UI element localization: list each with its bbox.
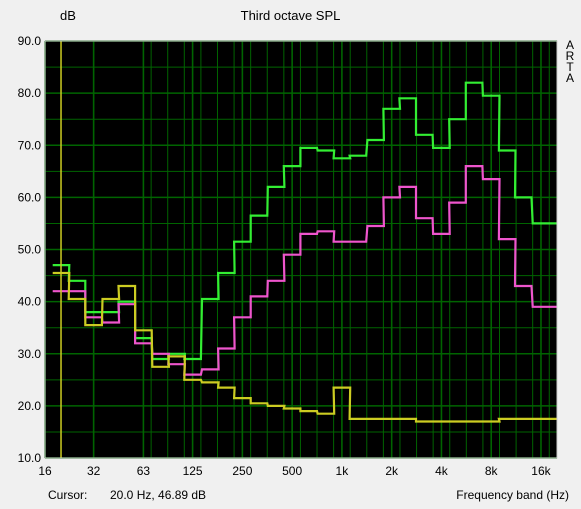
x-tick-label: 4k bbox=[435, 464, 449, 478]
y-tick-label: 50.0 bbox=[18, 243, 42, 257]
x-tick-label: 2k bbox=[385, 464, 399, 478]
x-tick-label: 16k bbox=[531, 464, 551, 478]
brand-letter: T bbox=[566, 60, 574, 74]
x-tick-label: 500 bbox=[282, 464, 302, 478]
series-line bbox=[52, 271, 557, 423]
y-tick-label: 30.0 bbox=[18, 347, 42, 361]
brand-label: A R T A bbox=[564, 38, 576, 85]
x-tick-label: 125 bbox=[183, 464, 203, 478]
cursor-label: Cursor: bbox=[48, 488, 88, 502]
brand-letter: R bbox=[565, 49, 575, 63]
x-tick-label: 8k bbox=[485, 464, 499, 478]
y-tick-label: 60.0 bbox=[18, 190, 42, 204]
y-tick-label: 80.0 bbox=[18, 86, 42, 100]
x-tick-label: 32 bbox=[87, 464, 101, 478]
x-tick-label: 1k bbox=[336, 464, 350, 478]
series-line bbox=[52, 165, 557, 376]
x-tick-label: 16 bbox=[38, 464, 52, 478]
x-tick-label: 63 bbox=[137, 464, 151, 478]
plot-border bbox=[44, 40, 558, 459]
y-tick-label: 40.0 bbox=[18, 295, 42, 309]
series-line bbox=[52, 81, 557, 361]
x-tick-label: 250 bbox=[232, 464, 252, 478]
cursor-readout: 20.0 Hz, 46.89 dB bbox=[110, 488, 207, 502]
brand-letter: A bbox=[565, 38, 574, 52]
x-axis-label: Frequency band (Hz) bbox=[456, 488, 569, 502]
chart-title: Third octave SPL bbox=[240, 8, 341, 23]
brand-letter: A bbox=[565, 71, 574, 85]
y-axis-unit: dB bbox=[60, 8, 76, 23]
y-tick-label: 70.0 bbox=[18, 138, 42, 152]
y-tick-label: 20.0 bbox=[18, 399, 42, 413]
y-tick-label: 90.0 bbox=[18, 34, 42, 48]
y-tick-label: 10.0 bbox=[18, 451, 42, 465]
